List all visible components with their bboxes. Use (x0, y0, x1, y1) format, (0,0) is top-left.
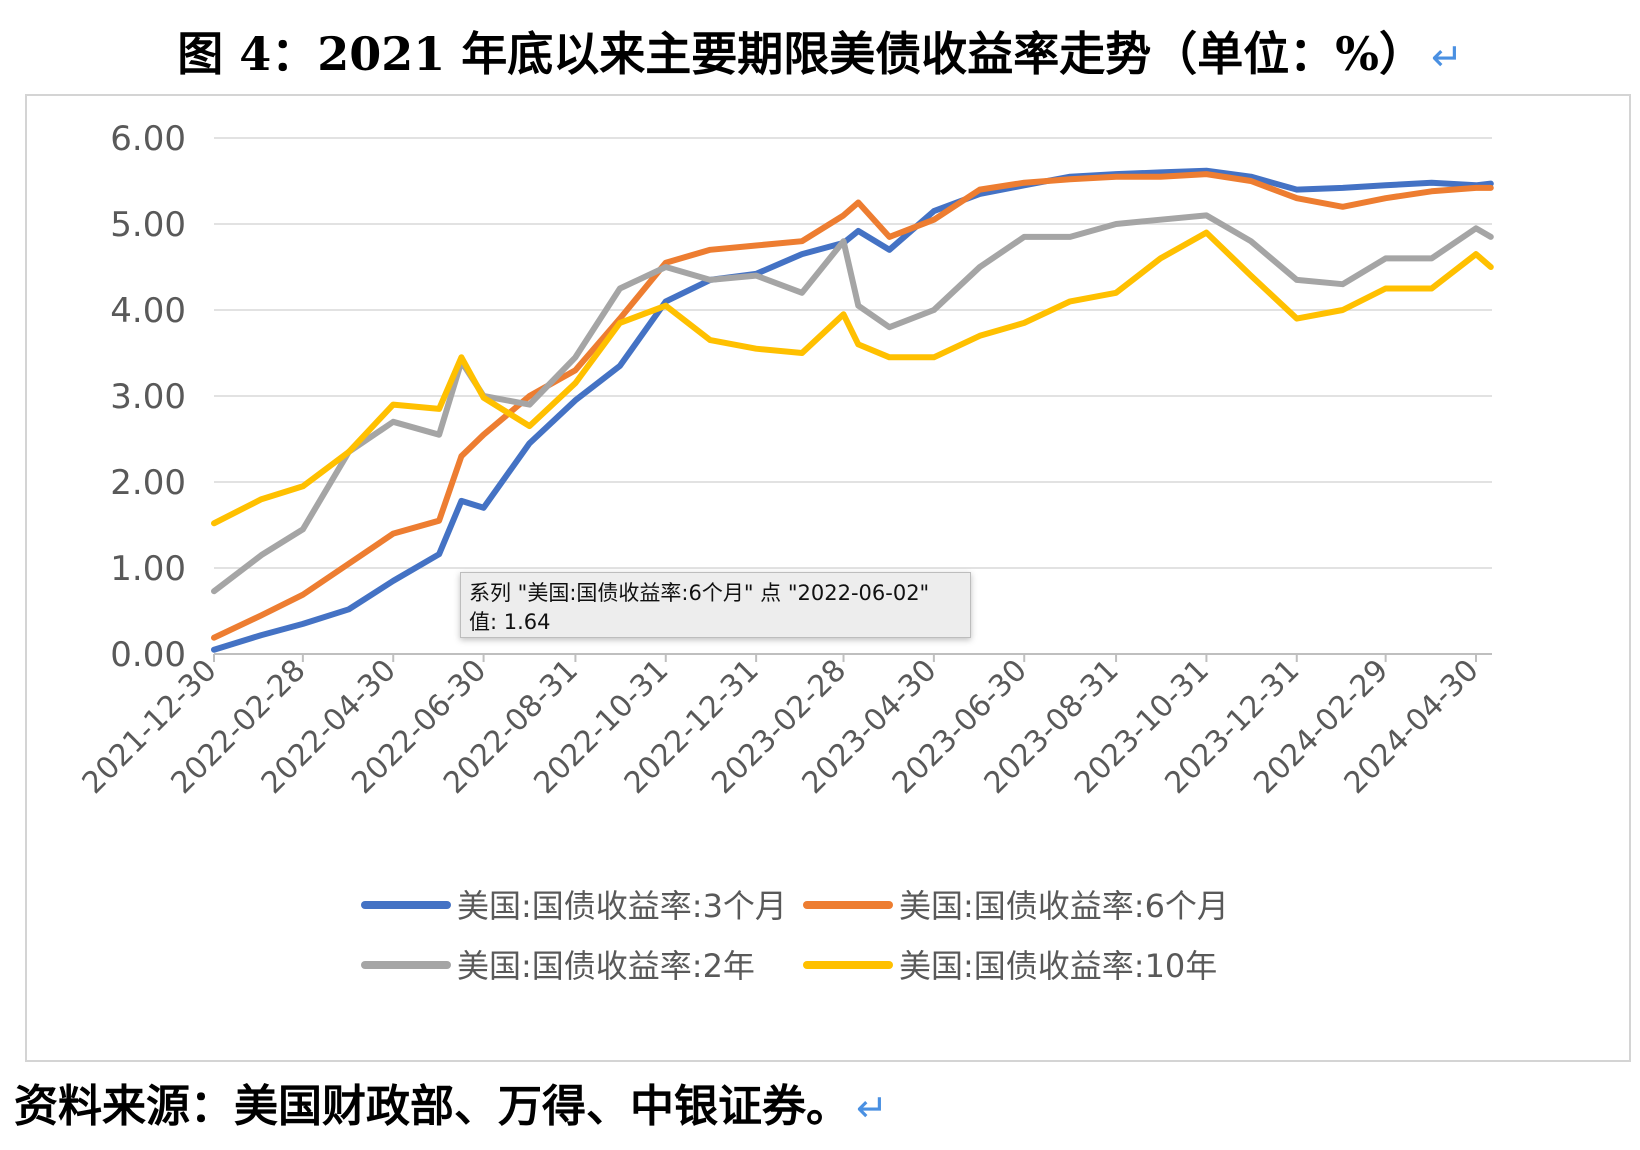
line-chart: 0.001.002.003.004.005.006.002021-12-3020… (76, 119, 1494, 985)
chart-frame: 0.00 1.00 2.00 3.00 4.00 5.00 6.00 2021-12-30 20… (25, 94, 1631, 1062)
source-note: 资料来源：美国财政部、万得、中银证券。 ↵ (14, 1081, 888, 1132)
data-point-tooltip: 系列 "美国:国债收益率:6个月" 点 "2022-06-02" 值: 1.64 (460, 572, 971, 638)
series-line-4 (211, 229, 1494, 527)
y-tick-label: 1.00 (110, 549, 186, 589)
y-tick-label: 3.00 (110, 377, 186, 417)
series-line-3 (211, 212, 1494, 595)
series-line-2 (211, 171, 1494, 641)
y-tick-label: 2.00 (110, 463, 186, 503)
series-line-1 (211, 167, 1494, 653)
legend-label: 美国:国债收益率:2年 (457, 947, 755, 985)
legend-label: 美国:国债收益率:10年 (899, 947, 1217, 985)
y-tick-label: 6.00 (110, 119, 186, 159)
tooltip-value-line: 值: 1.64 (469, 610, 551, 634)
chart-title: 图 4：2021 年底以来主要期限美债收益率走势（单位：%） ↵ (177, 27, 1463, 81)
return-mark-icon: ↵ (1430, 35, 1463, 79)
legend-label: 美国:国债收益率:6个月 (899, 887, 1229, 925)
legend-label: 美国:国债收益率:3个月 (457, 887, 787, 925)
tooltip-series-line: 系列 "美国:国债收益率:6个月" 点 "2022-06-02" (469, 581, 930, 605)
y-tick-label: 5.00 (110, 205, 186, 245)
y-tick-label: 0.00 (110, 635, 186, 675)
y-tick-label: 4.00 (110, 291, 186, 331)
return-mark-icon: ↵ (856, 1086, 888, 1130)
